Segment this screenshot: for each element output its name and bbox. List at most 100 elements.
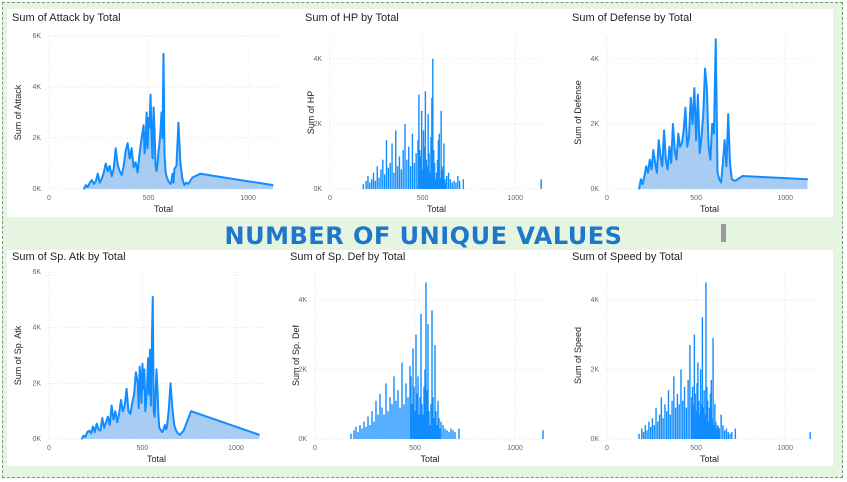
data-point — [164, 170, 167, 172]
data-point — [83, 188, 85, 190]
data-point — [161, 137, 164, 139]
data-point — [139, 366, 141, 368]
chart-speed: Sum of Speed by Total 0K 2K 4K 0 500 1000 Tota… — [572, 251, 834, 466]
data-point — [149, 349, 151, 351]
bar — [660, 397, 663, 439]
bar — [727, 432, 729, 439]
bar — [653, 425, 655, 439]
data-point — [272, 184, 274, 186]
data-point — [734, 180, 736, 182]
bar — [433, 149, 435, 189]
bar — [687, 379, 689, 439]
bar — [729, 433, 731, 439]
data-point — [650, 168, 653, 171]
bar — [702, 407, 704, 439]
chart-sp-def: Sum of Sp. Def by Total 0K 2K 4K 0 500 1000 To… — [290, 251, 560, 466]
data-point — [129, 413, 131, 415]
data-point — [170, 180, 173, 182]
x-tick-label: 500 — [690, 445, 702, 452]
bar — [439, 428, 441, 439]
bar — [353, 430, 355, 439]
data-point — [665, 159, 667, 161]
data-point — [99, 182, 101, 184]
bar — [717, 426, 720, 439]
bar — [417, 376, 419, 439]
bar — [427, 114, 429, 189]
data-point — [183, 184, 186, 186]
data-point — [154, 416, 156, 418]
bar — [671, 400, 673, 439]
bar — [542, 430, 544, 439]
data-point — [147, 357, 149, 359]
data-point — [672, 123, 674, 125]
bar — [676, 393, 679, 439]
y-tick-label: 2K — [590, 366, 599, 373]
bar — [434, 179, 437, 189]
data-point — [156, 162, 159, 165]
data-point — [185, 182, 187, 184]
data-point — [179, 162, 182, 165]
data-point — [638, 188, 640, 190]
data-point — [160, 430, 162, 432]
bar — [417, 140, 419, 189]
data-point — [89, 182, 91, 184]
bar — [709, 393, 712, 439]
bar — [422, 130, 425, 189]
data-point — [179, 434, 181, 436]
data-point — [150, 405, 152, 407]
data-point — [135, 371, 137, 373]
bar — [420, 313, 422, 439]
bar — [378, 177, 380, 189]
data-point — [191, 176, 193, 179]
data-point — [166, 427, 168, 429]
bar — [430, 404, 432, 439]
bar — [424, 91, 427, 189]
bar — [409, 365, 411, 439]
bar — [458, 180, 461, 189]
bar — [708, 407, 711, 439]
x-tick-label: 1000 — [777, 445, 793, 452]
bar — [387, 167, 390, 189]
bar — [540, 179, 542, 189]
bar — [359, 425, 361, 439]
bar — [664, 404, 666, 439]
data-point — [143, 152, 146, 154]
data-point — [145, 111, 148, 114]
bar — [377, 414, 379, 439]
bar — [395, 400, 397, 439]
scroll-indicator[interactable] — [721, 224, 726, 242]
bar — [707, 421, 710, 439]
data-point — [146, 382, 148, 384]
data-point — [693, 87, 695, 89]
bar — [694, 393, 696, 439]
bar — [655, 407, 657, 439]
data-point — [85, 184, 87, 186]
bar — [416, 393, 418, 439]
bar — [396, 166, 399, 189]
data-point — [91, 179, 93, 181]
bar — [691, 386, 694, 439]
bar — [435, 172, 438, 189]
bar — [452, 430, 454, 439]
bar — [402, 149, 404, 189]
data-point — [139, 152, 141, 154]
data-point — [82, 435, 85, 437]
bar — [657, 421, 659, 439]
bar — [428, 153, 430, 189]
data-point — [151, 157, 154, 159]
bar — [413, 162, 415, 189]
data-point — [729, 162, 731, 164]
data-point — [118, 413, 120, 415]
bar — [433, 418, 435, 439]
data-point — [90, 432, 92, 435]
bar — [680, 369, 682, 439]
bar — [454, 432, 456, 439]
chart-svg: 0K 2K 4K 0 500 1000 Total Sum of HP — [306, 36, 543, 214]
data-point — [112, 418, 115, 421]
data-point — [84, 436, 87, 438]
data-point — [258, 434, 260, 436]
bar — [712, 338, 714, 439]
bar — [678, 404, 680, 439]
banner-title: NUMBER OF UNIQUE VALUES — [224, 222, 623, 250]
bar — [683, 386, 686, 439]
